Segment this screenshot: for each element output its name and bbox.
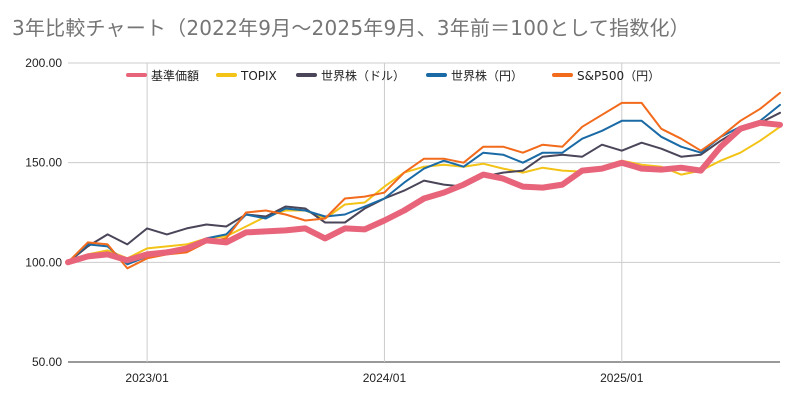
y-tick-label: 200.00 bbox=[25, 56, 62, 70]
x-axis-ticks: 2023/01 2024/01 2025/01 bbox=[125, 371, 643, 385]
y-axis-ticks: 50.00 100.00 150.00 200.00 bbox=[25, 56, 62, 369]
grid-lines bbox=[68, 62, 780, 363]
series-line-0 bbox=[65, 119, 783, 266]
y-tick-label: 50.00 bbox=[32, 355, 62, 369]
legend: 基準価額 TOPIX 世界株（ドル） 世界株（円） S&P500（円） bbox=[126, 68, 660, 83]
legend-label-3: 世界株（円） bbox=[451, 68, 523, 83]
series-lines bbox=[65, 91, 783, 270]
x-tick-label: 2023/01 bbox=[125, 371, 169, 385]
y-tick-label: 150.00 bbox=[25, 156, 62, 170]
legend-label-0: 基準価額 bbox=[151, 68, 199, 83]
x-tick-label: 2025/01 bbox=[600, 371, 644, 385]
x-grid-lines bbox=[146, 63, 623, 362]
legend-label-1: TOPIX bbox=[240, 69, 277, 83]
x-tick-label: 2024/01 bbox=[363, 371, 407, 385]
legend-label-2: 世界株（ドル） bbox=[321, 68, 405, 83]
series-line-2 bbox=[67, 111, 781, 264]
series-line-1 bbox=[67, 125, 781, 264]
legend-label-4: S&P500（円） bbox=[577, 69, 660, 83]
y-tick-label: 100.00 bbox=[25, 255, 62, 269]
series-line-3 bbox=[67, 103, 781, 266]
chart-title: 3年比較チャート（2022年9月〜2025年9月、3年前＝100として指数化） bbox=[12, 16, 690, 40]
series-line-4 bbox=[67, 91, 781, 270]
